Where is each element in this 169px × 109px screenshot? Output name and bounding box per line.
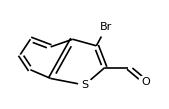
Text: S: S	[81, 80, 88, 90]
Text: Br: Br	[100, 22, 113, 32]
Text: O: O	[141, 77, 150, 87]
